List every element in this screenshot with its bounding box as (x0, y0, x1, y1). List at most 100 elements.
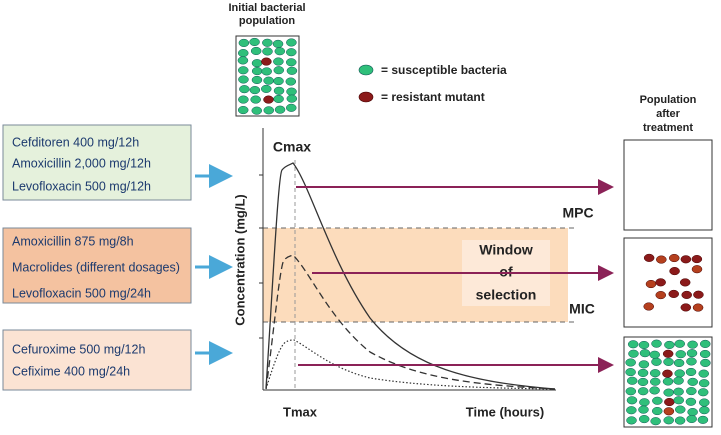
bacterium (652, 406, 663, 416)
population-title: Initial bacterial (228, 2, 305, 14)
bacterium (662, 377, 674, 386)
bacterium (626, 376, 638, 385)
tmax-label: Tmax (283, 404, 318, 419)
bacterium (687, 377, 698, 386)
bacterium (651, 357, 662, 366)
bacterium (237, 105, 249, 115)
bacterium (645, 279, 657, 289)
regimen: Amoxicillin 2,000 mg/12h (12, 156, 151, 170)
regimen: Levofloxacin 500 mg/12h (12, 179, 151, 193)
window-label: Window (479, 242, 533, 258)
bacterium (679, 278, 691, 287)
x-label: Time (hours) (466, 404, 545, 419)
bacterium (698, 369, 710, 378)
population-box (623, 237, 713, 328)
legend-label: = resistant mutant (381, 90, 485, 104)
bacterium (238, 95, 249, 104)
bacterium (669, 253, 680, 263)
bacterium (643, 302, 654, 311)
bacterium (273, 66, 285, 75)
bacteria (625, 339, 711, 426)
after-title: Population (640, 94, 697, 106)
bacterium (626, 406, 637, 415)
bacterium (643, 253, 655, 262)
regimen: Amoxicillin 875 mg/8h (12, 234, 134, 248)
bacterium (662, 369, 673, 378)
bacterium (698, 379, 710, 388)
bacterium (286, 94, 298, 103)
bacterium (628, 349, 639, 358)
regimen: Cefditoren 400 mg/12h (12, 135, 139, 149)
bacterium (663, 416, 674, 425)
after-title: treatment (643, 122, 693, 134)
bacterium (675, 405, 686, 414)
bacterium (663, 407, 675, 416)
bacterium (699, 398, 710, 407)
bacterium (686, 357, 697, 366)
bacterium (251, 59, 263, 68)
bacterium (251, 67, 263, 76)
bacterium (250, 95, 261, 104)
bacterium (250, 46, 262, 56)
bacterium (649, 350, 660, 359)
bacterium (238, 38, 250, 47)
bacterium (700, 358, 711, 367)
regimen-box (2, 124, 192, 201)
bacterium (649, 369, 661, 378)
bacterium (669, 267, 680, 276)
bacterium (625, 387, 637, 396)
bacterium (625, 358, 636, 367)
bacterium (687, 340, 698, 349)
bacterium (691, 255, 703, 264)
bacterium (626, 396, 638, 405)
bacterium (652, 396, 663, 405)
bacterium (686, 387, 697, 396)
bacterium (686, 414, 697, 424)
bacterium (286, 87, 297, 96)
bacterium (261, 57, 272, 66)
bacterium (674, 416, 686, 425)
bacterium (699, 349, 711, 359)
bacterium (668, 289, 679, 298)
bacterium (637, 368, 649, 377)
bacterium (649, 386, 660, 395)
window-label: of (499, 264, 513, 280)
bacterium (664, 340, 675, 349)
bacterium (262, 38, 273, 47)
curve-low (265, 339, 556, 390)
bacterium (639, 398, 650, 407)
y-label: Concentration (mg/L) (232, 194, 247, 325)
bacterium (239, 85, 250, 94)
bacterium (238, 75, 249, 84)
bacterium (637, 377, 649, 387)
regimen: Cefixime 400 mg/24h (12, 364, 130, 378)
bacterium (692, 303, 704, 312)
bacterium (274, 47, 286, 56)
bacterium (273, 77, 284, 86)
bacterium (286, 48, 297, 57)
bacterium (673, 387, 684, 396)
regimen: Levofloxacin 500 mg/24h (12, 286, 151, 300)
bacterium (674, 369, 685, 378)
bacterium (663, 388, 674, 397)
bacterium (686, 349, 698, 358)
bacterium (286, 66, 298, 75)
bacterium (273, 57, 284, 66)
regimen: Macrolides (different dosages) (12, 260, 180, 274)
bacterium (680, 303, 692, 312)
bacterium (691, 265, 703, 274)
bacterium (274, 105, 286, 114)
curve-high (265, 162, 556, 390)
after-title: after (656, 108, 681, 120)
bacterium (699, 339, 711, 348)
bacterium (263, 76, 274, 85)
bacterium (261, 67, 272, 76)
legend-swatch (358, 64, 374, 76)
bacterium (261, 84, 272, 93)
bacteria (643, 253, 704, 312)
bacterium (273, 94, 284, 104)
curve-mid (265, 254, 556, 390)
bacterium (237, 66, 249, 75)
mpc-label: MPC (562, 205, 593, 221)
